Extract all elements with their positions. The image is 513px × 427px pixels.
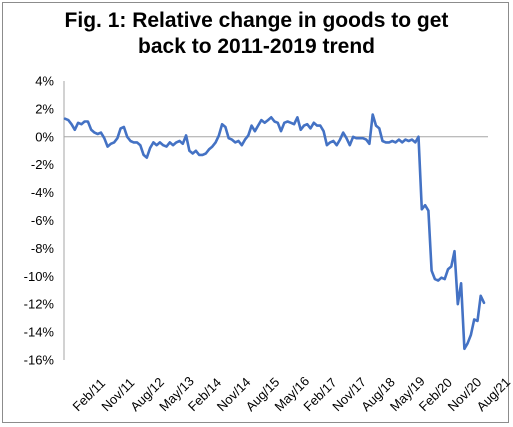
series-layer	[63, 113, 486, 351]
y-tick-label: -10%	[24, 269, 55, 284]
y-tick-label: -14%	[24, 325, 55, 340]
y-tick-label: -6%	[31, 213, 55, 228]
y-tick-label: -4%	[31, 185, 55, 200]
y-tick-label: -8%	[31, 241, 55, 256]
y-axis-tick-labels: 4% 2% 0% -2% -4% -6% -8% -10% -12% -14% -16%	[24, 74, 55, 368]
chart-title-line-2: back to 2011-2019 trend	[138, 35, 375, 58]
y-tick-label: 2%	[35, 101, 54, 116]
chart-title: Fig. 1: Relative change in goods to get …	[0, 8, 513, 60]
y-tick-label: 0%	[35, 129, 54, 144]
y-tick-label: -16%	[24, 353, 55, 368]
chart-title-line-1: Fig. 1: Relative change in goods to get	[64, 9, 449, 32]
y-tick-label: 4%	[35, 74, 54, 89]
chart-frame	[2, 2, 509, 423]
x-axis-tick-labels: Feb/11Nov/11Aug/12May/13Feb/14Nov/14Aug/…	[70, 373, 513, 414]
y-tick-label: -12%	[24, 297, 55, 312]
y-tick-label: -2%	[31, 157, 55, 172]
series-line	[63, 113, 486, 351]
